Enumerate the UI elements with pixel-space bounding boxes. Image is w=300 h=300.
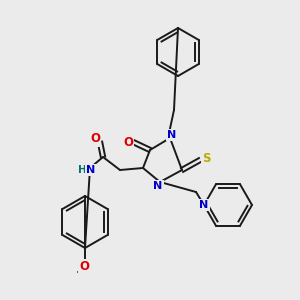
Text: N: N: [86, 165, 96, 175]
Text: N: N: [153, 181, 163, 191]
Text: O: O: [79, 260, 89, 274]
Text: H: H: [78, 165, 86, 175]
Text: N: N: [200, 200, 208, 210]
Text: S: S: [202, 152, 210, 164]
Text: N: N: [167, 130, 177, 140]
Text: O: O: [90, 133, 100, 146]
Text: O: O: [123, 136, 133, 148]
